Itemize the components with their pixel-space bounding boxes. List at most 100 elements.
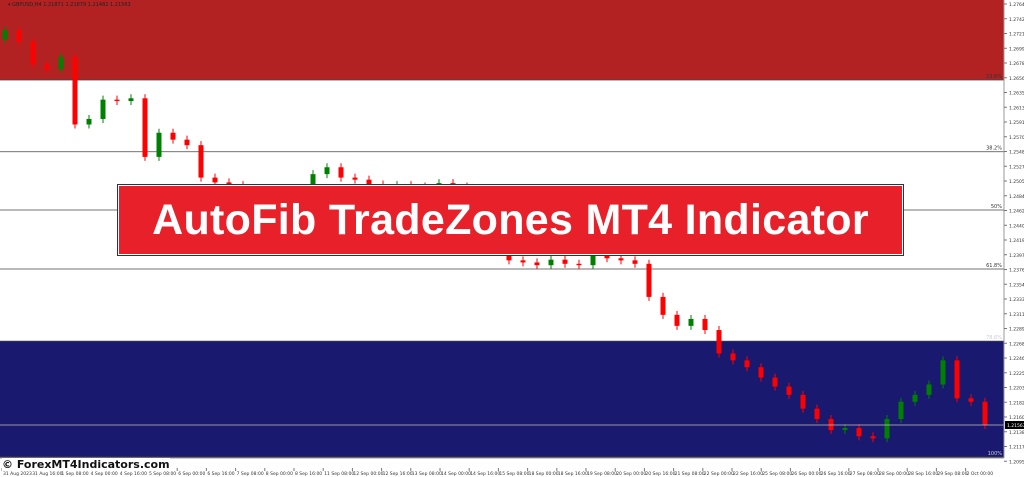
candle-body bbox=[772, 377, 778, 387]
fib-label: 61.8% bbox=[986, 263, 1002, 269]
candle-body bbox=[646, 263, 652, 297]
price-tick-label: 1.23115 bbox=[1009, 312, 1024, 318]
candle-body bbox=[576, 263, 582, 266]
candle-body bbox=[590, 248, 596, 266]
candle-body bbox=[856, 427, 862, 437]
price-tick-label: 1.27425 bbox=[1009, 17, 1024, 23]
price-tick-label: 1.22895 bbox=[1009, 327, 1024, 333]
time-tick-label: 26 Sep 16:00 bbox=[821, 471, 851, 477]
candle-body bbox=[128, 98, 134, 102]
current-price-tag bbox=[1005, 420, 1024, 429]
candle-body bbox=[954, 360, 960, 399]
price-tick-label: 1.22250 bbox=[1009, 371, 1024, 377]
price-tick-label: 1.25915 bbox=[1009, 120, 1024, 126]
candle-body bbox=[814, 408, 820, 419]
candle-body bbox=[562, 259, 568, 264]
price-tick-label: 1.22680 bbox=[1009, 341, 1024, 347]
time-tick-label: 31 Aug 2023 bbox=[3, 471, 32, 477]
price-tick-label: 1.24840 bbox=[1009, 194, 1024, 200]
candle-body bbox=[506, 250, 512, 261]
candle-body bbox=[884, 418, 890, 439]
candle-body bbox=[800, 394, 806, 409]
price-tick-label: 1.26565 bbox=[1009, 76, 1024, 82]
time-tick-label: 18 Sep 00:00 bbox=[529, 471, 559, 477]
candle-body bbox=[786, 386, 792, 395]
price-tick-label: 1.23760 bbox=[1009, 268, 1024, 274]
candle-body bbox=[212, 177, 218, 183]
time-tick-label: 4 Sep 00:00 bbox=[91, 471, 118, 477]
time-tick-label: 29 Sep 08:00 bbox=[937, 471, 967, 477]
fib-label: 78.6% bbox=[986, 335, 1002, 341]
candle-body bbox=[58, 56, 64, 70]
candle-body bbox=[744, 360, 750, 368]
candle-body bbox=[86, 118, 92, 125]
time-tick-label: 8 Sep 16:00 bbox=[295, 471, 322, 477]
time-tick-label: 1 Sep 08:00 bbox=[61, 471, 88, 477]
candle-body bbox=[688, 318, 694, 326]
time-tick-label: 2 Oct 00:00 bbox=[967, 471, 994, 477]
upper-zone bbox=[0, 0, 1004, 80]
title-banner: AutoFib TradeZones MT4 Indicator bbox=[118, 185, 903, 255]
candle-body bbox=[170, 132, 176, 140]
price-tick-label: 1.22035 bbox=[1009, 386, 1024, 392]
candle-body bbox=[310, 174, 316, 188]
price-tick-label: 1.25700 bbox=[1009, 135, 1024, 141]
time-tick-label: 19 Sep 08:00 bbox=[587, 471, 617, 477]
time-tick-label: 20 Sep 16:00 bbox=[645, 471, 675, 477]
lower-zone bbox=[0, 341, 1004, 458]
price-tick-label: 1.24625 bbox=[1009, 209, 1024, 215]
price-tick-label: 1.27210 bbox=[1009, 32, 1024, 38]
candle-body bbox=[702, 318, 708, 331]
candle-body bbox=[870, 436, 876, 439]
candle-body bbox=[30, 41, 36, 65]
candle-body bbox=[548, 259, 554, 266]
time-tick-label: 6 Sep 00:00 bbox=[178, 471, 205, 477]
candle-body bbox=[324, 167, 330, 175]
candle-body bbox=[198, 145, 204, 178]
candle-body bbox=[912, 394, 918, 402]
price-tick-label: 1.25055 bbox=[1009, 179, 1024, 185]
symbol-info: ▾ GBPUSD,H4 1.21871 1.21879 1.21482 1.21… bbox=[8, 2, 131, 8]
candle-body bbox=[450, 183, 456, 187]
price-tick-label: 1.23545 bbox=[1009, 282, 1024, 288]
price-tick-label: 1.23330 bbox=[1009, 297, 1024, 303]
candle-body bbox=[366, 179, 372, 185]
candle-body bbox=[674, 314, 680, 326]
time-tick-label: 12 Sep 16:00 bbox=[383, 471, 413, 477]
time-tick-label: 20 Sep 00:00 bbox=[616, 471, 646, 477]
price-tick-label: 1.26350 bbox=[1009, 91, 1024, 97]
time-tick-label: 18 Sep 16:00 bbox=[558, 471, 588, 477]
candle-body bbox=[758, 367, 764, 378]
time-tick-label: 14 Sep 00:00 bbox=[441, 471, 471, 477]
price-tick-label: 1.24190 bbox=[1009, 238, 1024, 244]
time-tick-label: 13 Sep 08:00 bbox=[412, 471, 442, 477]
time-tick-label: 22 Sep 16:00 bbox=[733, 471, 763, 477]
candle-body bbox=[632, 260, 638, 264]
time-tick-label: 7 Sep 08:00 bbox=[237, 471, 264, 477]
price-tick-label: 1.26995 bbox=[1009, 46, 1024, 52]
candle-body bbox=[716, 330, 722, 354]
copyright-watermark: © ForexMT4Indicators.com bbox=[2, 458, 170, 471]
price-tick-label: 1.26780 bbox=[1009, 61, 1024, 67]
candle-body bbox=[618, 258, 624, 261]
price-tick-label: 1.25485 bbox=[1009, 150, 1024, 156]
time-tick-label: 15 Sep 08:00 bbox=[499, 471, 529, 477]
candle-body bbox=[520, 260, 526, 263]
candle-body bbox=[2, 29, 8, 40]
time-tick-label: 6 Sep 16:00 bbox=[207, 471, 234, 477]
fib-label: 23.6% bbox=[986, 74, 1002, 80]
price-tick-label: 1.27645 bbox=[1009, 2, 1024, 8]
time-tick-label: 28 Sep 00:00 bbox=[879, 471, 909, 477]
time-tick-label: 26 Sep 00:00 bbox=[791, 471, 821, 477]
candle-body bbox=[842, 427, 848, 431]
candle-body bbox=[156, 132, 162, 157]
candle-body bbox=[940, 360, 946, 385]
price-tick-label: 1.25270 bbox=[1009, 164, 1024, 170]
time-tick-label: 21 Sep 08:00 bbox=[675, 471, 705, 477]
price-tick-label: 1.26135 bbox=[1009, 105, 1024, 111]
time-tick-label: 8 Sep 00:00 bbox=[266, 471, 293, 477]
time-tick-label: 22 Sep 00:00 bbox=[704, 471, 734, 477]
candle-body bbox=[534, 262, 540, 266]
candle-body bbox=[828, 418, 834, 431]
